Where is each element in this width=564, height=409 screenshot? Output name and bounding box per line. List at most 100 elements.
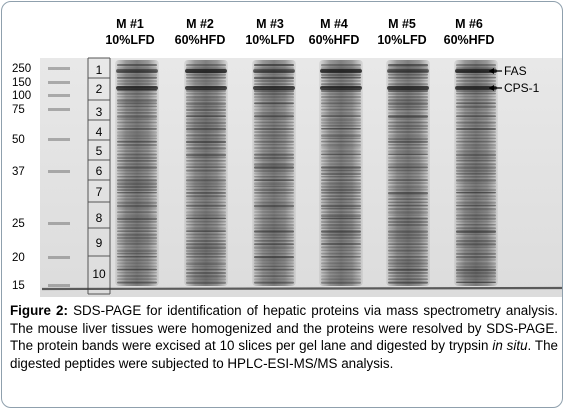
- protein-band: [321, 240, 361, 243]
- lane-diet: 10%LFD: [377, 33, 427, 47]
- protein-band: [388, 147, 428, 149]
- protein-band: [321, 268, 361, 271]
- protein-band: [388, 73, 428, 76]
- protein-band: [388, 256, 428, 258]
- lane-header-3: M #3 10%LFD: [235, 16, 305, 48]
- protein-band: [321, 224, 361, 227]
- protein-band: [117, 73, 157, 77]
- protein-band: [117, 201, 157, 204]
- protein-band: [456, 195, 496, 198]
- protein-band: [254, 73, 294, 76]
- protein-band: [254, 115, 294, 118]
- protein-band: [186, 249, 226, 253]
- protein-band: [117, 108, 157, 111]
- protein-band: [321, 153, 361, 156]
- protein-band: [321, 179, 361, 181]
- protein-band: [456, 137, 496, 140]
- protein-band: [456, 217, 496, 220]
- protein-band: [388, 198, 428, 200]
- protein-band: [321, 150, 361, 153]
- band-label-cps1: CPS-1: [504, 81, 540, 95]
- protein-band: [456, 112, 496, 115]
- protein-band: [117, 217, 157, 221]
- protein-band: [117, 179, 157, 182]
- protein-band: [254, 153, 294, 156]
- protein-band: [254, 256, 294, 259]
- protein-band: [186, 67, 226, 70]
- protein-band: [456, 121, 496, 124]
- protein-band: [254, 188, 294, 192]
- cps1-arrowhead: [489, 85, 494, 91]
- lane-diet: 60%HFD: [308, 33, 360, 47]
- protein-band: [117, 185, 157, 189]
- protein-band: [117, 262, 157, 265]
- lane-header-4: M #4 60%HFD: [299, 16, 369, 48]
- protein-band: [456, 150, 496, 153]
- lane-header-6: M #6 60%HFD: [434, 16, 504, 48]
- protein-band: [456, 246, 496, 249]
- protein-band: [186, 131, 226, 133]
- protein-band: [388, 83, 428, 86]
- lane-id: M #6: [455, 17, 483, 31]
- protein-band: [456, 179, 496, 182]
- protein-band: [186, 128, 226, 131]
- protein-band: [117, 246, 157, 248]
- protein-band: [117, 224, 157, 227]
- protein-band: [186, 108, 226, 112]
- protein-band: [321, 169, 361, 172]
- protein-band: [456, 64, 496, 67]
- protein-band: [186, 163, 226, 166]
- protein-band: [388, 230, 428, 233]
- protein-band: [388, 272, 428, 274]
- protein-band: [388, 134, 428, 137]
- protein-band: [456, 243, 496, 246]
- protein-band: [186, 262, 226, 265]
- protein-band: [117, 147, 157, 149]
- protein-band: [186, 265, 226, 268]
- protein-band: [388, 150, 428, 153]
- protein-band: [321, 182, 361, 185]
- protein-band: [254, 150, 294, 153]
- protein-band: [186, 192, 226, 194]
- protein-band: [117, 153, 157, 156]
- protein-band: [254, 240, 294, 242]
- protein-band: [388, 64, 428, 67]
- protein-band: [254, 233, 294, 236]
- caption-text-end: . The digested peptides were subjected t…: [10, 338, 559, 371]
- protein-band: [186, 96, 226, 99]
- lane-header-5: M #5 10%LFD: [367, 16, 437, 48]
- protein-band: [456, 230, 496, 233]
- lane-diet: 10%LFD: [245, 33, 295, 47]
- protein-band: [254, 220, 294, 223]
- protein-band: [117, 150, 157, 152]
- ladder-band: [48, 67, 70, 70]
- protein-band: [186, 140, 226, 144]
- protein-band: [117, 163, 157, 166]
- protein-band: [117, 118, 157, 121]
- protein-band: [456, 275, 496, 278]
- protein-band: [388, 102, 428, 105]
- protein-band: [117, 172, 157, 175]
- figure-caption: Figure 2: SDS-PAGE for identification of…: [10, 302, 558, 372]
- protein-band: [254, 83, 294, 86]
- protein-band: [456, 256, 496, 259]
- protein-band: [388, 160, 428, 162]
- protein-band: [254, 96, 294, 99]
- protein-band: [186, 204, 226, 207]
- protein-band: [388, 169, 428, 172]
- protein-band: [254, 147, 294, 149]
- protein-band: [254, 252, 294, 255]
- protein-band: [186, 76, 226, 79]
- protein-band: [186, 246, 226, 249]
- mw-label: 25: [12, 218, 25, 230]
- protein-band: [186, 236, 226, 239]
- protein-band: [388, 108, 428, 111]
- slice-ticks: [88, 57, 110, 295]
- protein-band: [456, 105, 496, 108]
- protein-band: [117, 192, 157, 194]
- protein-band: [186, 220, 226, 223]
- protein-band: [254, 272, 294, 274]
- ladder-band: [48, 108, 70, 111]
- protein-band: [321, 265, 361, 268]
- protein-band: [456, 144, 496, 147]
